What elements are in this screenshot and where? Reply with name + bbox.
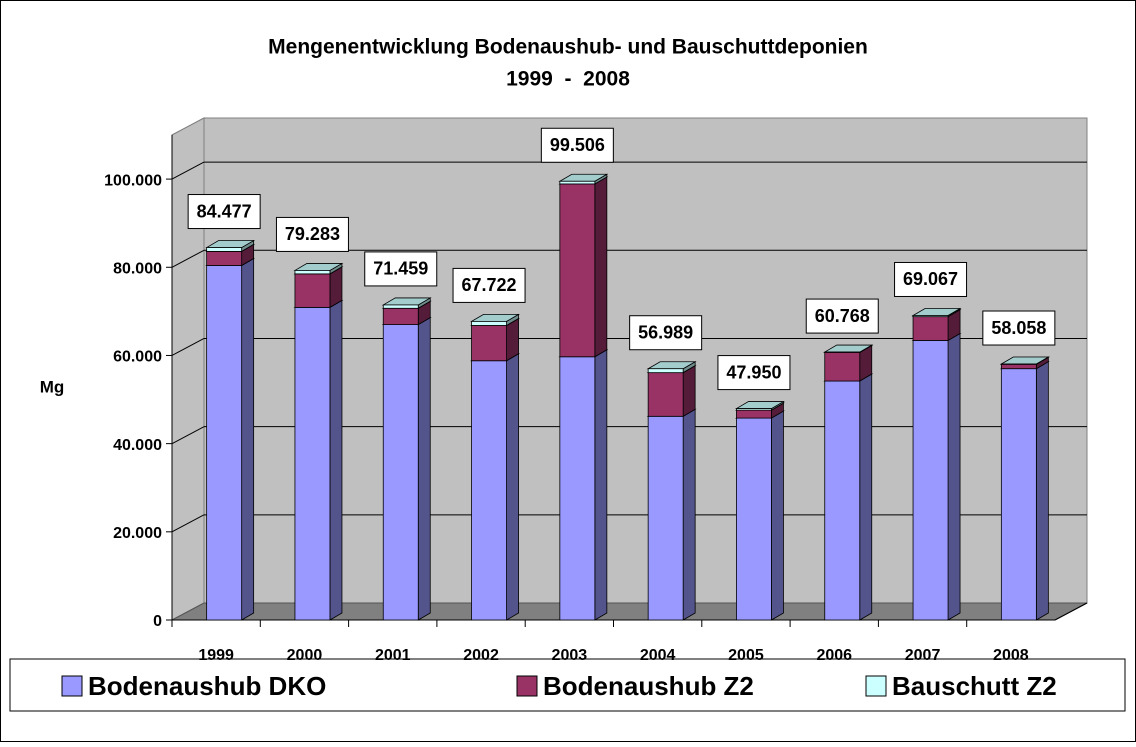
bar-segment (913, 317, 948, 341)
bar-segment (736, 418, 771, 620)
bar-segment (383, 308, 418, 324)
legend-swatch (866, 676, 886, 696)
total-label: 84.477 (197, 201, 252, 221)
bar-side (418, 318, 430, 620)
bar-segment (207, 266, 242, 620)
x-tick-label: 2002 (463, 647, 499, 664)
x-tick-label: 1999 (198, 647, 234, 664)
bar-segment (913, 340, 948, 620)
bar-side (242, 259, 254, 620)
bar-segment (736, 409, 771, 411)
y-axis-label: Mg (40, 377, 65, 396)
bar-side (683, 409, 695, 620)
y-tick-label: 0 (153, 613, 162, 630)
bar-segment (648, 416, 683, 620)
bar-segment (825, 381, 860, 620)
total-label: 60.768 (815, 306, 870, 326)
bar-segment (560, 184, 595, 357)
bar-side (507, 354, 519, 620)
bar-segment (736, 410, 771, 418)
x-tick-label: 2007 (905, 647, 941, 664)
bar-segment (560, 357, 595, 620)
bar-side (1036, 362, 1048, 620)
y-tick-label: 60.000 (113, 349, 162, 366)
bar-side (330, 300, 342, 620)
x-tick-label: 2003 (552, 647, 588, 664)
bar-segment (472, 321, 507, 325)
legend-swatch (517, 676, 537, 696)
legend-label: Bodenaushub DKO (88, 671, 326, 701)
y-tick-label: 80.000 (113, 260, 162, 277)
x-tick-label: 2008 (993, 647, 1029, 664)
bar-segment (383, 325, 418, 620)
total-label: 67.722 (462, 275, 517, 295)
total-label: 47.950 (726, 362, 781, 382)
chart-title: Mengenentwicklung Bodenaushub- und Bausc… (268, 36, 868, 59)
bar-side (948, 333, 960, 620)
bar-segment (383, 305, 418, 308)
x-tick-label: 2005 (728, 647, 764, 664)
bar-segment (207, 248, 242, 252)
bar-segment (472, 325, 507, 360)
legend-swatch (62, 676, 82, 696)
y-tick-label: 40.000 (113, 437, 162, 454)
side-wall (172, 118, 204, 620)
bar-segment (825, 352, 860, 381)
total-label: 69.067 (903, 269, 958, 289)
bar-side (860, 374, 872, 620)
bar-segment (560, 181, 595, 184)
bar-segment (648, 369, 683, 373)
y-tick-label: 100.000 (104, 172, 162, 189)
bar-segment (295, 307, 330, 620)
bar-segment (295, 274, 330, 308)
y-tick-label: 20.000 (113, 525, 162, 542)
total-label: 58.058 (991, 318, 1046, 338)
bar-segment (472, 361, 507, 620)
x-tick-label: 2001 (375, 647, 411, 664)
bar-side (683, 366, 695, 417)
chart-subtitle: 1999 - 2008 (506, 68, 630, 91)
total-label: 56.989 (638, 322, 693, 342)
bar-segment (207, 251, 242, 265)
total-label: 71.459 (373, 259, 428, 279)
legend-label: Bauschutt Z2 (892, 671, 1057, 701)
total-label: 79.283 (285, 224, 340, 244)
bar-side (595, 350, 607, 620)
x-tick-label: 2006 (816, 647, 852, 664)
bar-segment (648, 373, 683, 417)
bar-segment (295, 270, 330, 273)
bar-side (595, 177, 607, 357)
x-tick-label: 2004 (640, 647, 676, 664)
bar-segment (913, 315, 948, 316)
bar-segment (1001, 364, 1036, 368)
bar-side (771, 411, 783, 620)
x-tick-label: 2000 (287, 647, 323, 664)
total-label: 99.506 (550, 135, 605, 155)
legend-label: Bodenaushub Z2 (543, 671, 754, 701)
bar-segment (1001, 369, 1036, 620)
